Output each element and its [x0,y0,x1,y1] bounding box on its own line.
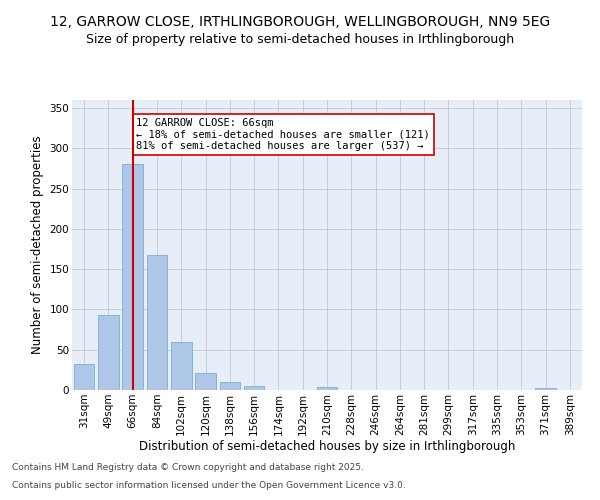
Text: Contains public sector information licensed under the Open Government Licence v3: Contains public sector information licen… [12,481,406,490]
Text: Size of property relative to semi-detached houses in Irthlingborough: Size of property relative to semi-detach… [86,32,514,46]
Bar [220,382,240,390]
Text: 12 GARROW CLOSE: 66sqm
← 18% of semi-detached houses are smaller (121)
81% of se: 12 GARROW CLOSE: 66sqm ← 18% of semi-det… [136,118,430,151]
Bar [244,386,265,390]
Bar [74,364,94,390]
Text: Contains HM Land Registry data © Crown copyright and database right 2025.: Contains HM Land Registry data © Crown c… [12,464,364,472]
Bar [122,164,143,390]
Bar [171,342,191,390]
Bar [98,315,119,390]
Bar [195,373,216,390]
Bar [535,388,556,390]
Bar [317,387,337,390]
Y-axis label: Number of semi-detached properties: Number of semi-detached properties [31,136,44,354]
X-axis label: Distribution of semi-detached houses by size in Irthlingborough: Distribution of semi-detached houses by … [139,440,515,454]
Text: 12, GARROW CLOSE, IRTHLINGBOROUGH, WELLINGBOROUGH, NN9 5EG: 12, GARROW CLOSE, IRTHLINGBOROUGH, WELLI… [50,15,550,29]
Bar [146,254,167,390]
